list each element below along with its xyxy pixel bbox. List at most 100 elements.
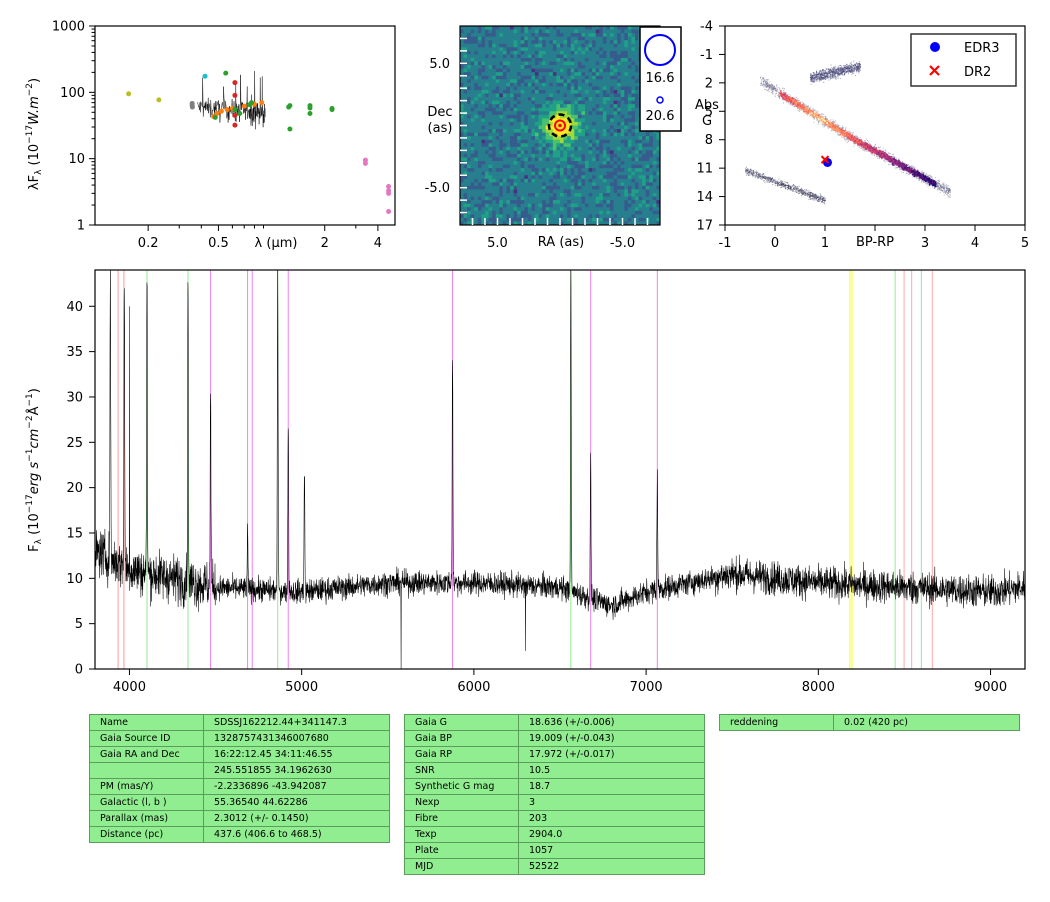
hr-dot: [848, 140, 850, 142]
image-pixel: [599, 40, 604, 45]
hr-dot: [823, 123, 825, 125]
image-pixel: [527, 161, 532, 165]
hr-dot: [901, 171, 903, 173]
image-pixel: [531, 57, 536, 62]
image-pixel: [588, 196, 593, 201]
image-pixel: [563, 50, 568, 55]
image-pixel: [524, 36, 529, 41]
image-pixel: [599, 89, 604, 94]
hr-dot: [945, 183, 947, 185]
image-pixel: [599, 29, 604, 34]
image-pixel: [538, 153, 543, 158]
image-pixel: [585, 136, 589, 141]
image-pixel: [624, 150, 629, 155]
hr-dot: [762, 78, 764, 80]
image-pixel: [542, 153, 547, 158]
image-pixel: [652, 221, 657, 225]
image-pixel: [470, 121, 475, 126]
image-pixel: [474, 139, 479, 144]
image-pixel: [642, 150, 647, 155]
hr-dot: [900, 161, 902, 163]
image-pixel: [527, 47, 532, 52]
image-pixel: [606, 143, 611, 148]
image-pixel: [499, 171, 504, 176]
hr-dot: [774, 89, 776, 91]
image-pixel: [610, 79, 614, 84]
image-pixel: [631, 107, 636, 112]
image-pixel: [531, 161, 536, 165]
image-pixel: [492, 139, 497, 144]
image-pixel: [588, 86, 593, 91]
hr-dot: [778, 92, 780, 94]
image-pixel: [510, 203, 514, 208]
image-pixel: [635, 26, 639, 30]
image-pixel: [549, 100, 554, 105]
image-pixel: [552, 50, 557, 55]
image-pixel: [460, 100, 464, 105]
hr-dot: [924, 174, 926, 176]
image-pixel: [481, 136, 486, 141]
image-pixel: [549, 26, 554, 30]
image-pixel: [474, 68, 479, 73]
image-source-center: [558, 123, 562, 128]
image-pixel: [585, 168, 589, 173]
image-pixel: [481, 79, 486, 84]
image-pixel: [531, 79, 536, 84]
image-pixel: [520, 82, 525, 87]
image-pixel: [499, 217, 504, 222]
image-pixel: [477, 114, 482, 119]
hr-dot: [843, 137, 845, 139]
image-pixel: [549, 164, 554, 169]
image-pixel: [524, 150, 529, 155]
image-pixel: [524, 75, 529, 80]
hr-dot: [884, 161, 886, 163]
image-pixel: [606, 86, 611, 91]
image-pixel: [560, 161, 564, 165]
image-pixel: [585, 200, 589, 205]
hr-dot: [932, 178, 934, 180]
image-pixel: [556, 72, 561, 77]
image-pixel: [517, 182, 522, 187]
image-pixel: [560, 203, 564, 208]
image-pixel: [592, 210, 597, 215]
image-pixel: [481, 203, 486, 208]
image-pixel: [474, 136, 479, 141]
image-pixel: [552, 36, 557, 41]
image-pixel: [638, 203, 643, 208]
image-pixel: [488, 86, 493, 91]
image-pixel: [510, 210, 514, 215]
image-pixel: [560, 150, 564, 155]
image-pixel: [535, 114, 539, 119]
image-pixel: [595, 136, 600, 141]
image-pixel: [617, 89, 622, 94]
hr-dot: [786, 100, 788, 102]
image-pixel: [502, 50, 507, 55]
image-pixel: [595, 214, 600, 219]
image-pixel: [560, 36, 564, 41]
image-pixel: [588, 157, 593, 162]
image-pixel: [617, 72, 622, 77]
image-pixel: [592, 182, 597, 187]
image-pixel: [527, 107, 532, 112]
hr-dot: [765, 84, 767, 86]
hr-dot: [774, 87, 776, 89]
image-pixel: [506, 86, 511, 91]
image-pixel: [538, 68, 543, 73]
image-pixel: [627, 40, 632, 45]
image-pixel: [588, 132, 593, 137]
image-pixel: [520, 43, 525, 48]
image-pixel: [510, 175, 514, 180]
image-pixel: [588, 221, 593, 225]
hr-dot: [763, 76, 765, 78]
image-pixel: [577, 153, 582, 158]
hr-dot: [943, 188, 945, 190]
image-pixel: [520, 61, 525, 66]
image-pixel: [656, 178, 660, 183]
image-pixel: [495, 26, 500, 30]
image-pixel: [513, 189, 518, 194]
hr-dot: [760, 76, 762, 78]
image-pixel: [631, 50, 636, 55]
image-pixel: [556, 89, 561, 94]
image-pixel: [602, 217, 607, 222]
image-pixel: [631, 118, 636, 123]
